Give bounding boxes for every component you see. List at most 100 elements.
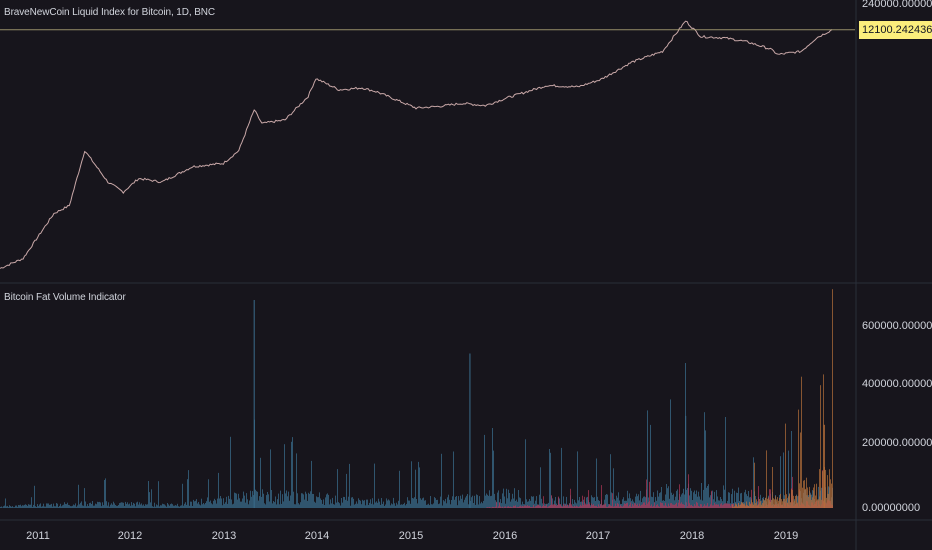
volume-bar <box>331 503 332 508</box>
volume-bar <box>278 493 279 508</box>
volume-bar <box>387 500 388 508</box>
volume-bar <box>521 506 522 508</box>
volume-bar <box>540 467 541 508</box>
volume-bar <box>629 504 630 508</box>
volume-bar <box>621 506 622 508</box>
volume-bar <box>286 490 287 508</box>
volume-bar <box>766 450 767 508</box>
volume-bar <box>71 506 72 508</box>
volume-bar <box>66 504 67 508</box>
volume-bar <box>750 504 751 508</box>
volume-bar <box>714 502 715 508</box>
volume-bar <box>779 497 780 508</box>
volume-bar <box>514 506 515 508</box>
volume-bar <box>775 496 776 508</box>
volume-bar <box>140 504 141 508</box>
volume-bar <box>160 505 161 508</box>
volume-bar <box>358 498 359 508</box>
volume-bar <box>728 492 729 508</box>
volume-bar <box>138 504 139 508</box>
volume-bar <box>612 493 613 508</box>
volume-bar <box>398 500 399 508</box>
volume-bar <box>256 491 257 508</box>
volume-bar <box>713 499 714 508</box>
volume-bar <box>75 503 76 508</box>
volume-bar <box>607 494 608 508</box>
volume-bar <box>329 504 330 508</box>
volume-bar <box>116 505 117 508</box>
volume-bar <box>673 504 674 508</box>
volume-bar <box>624 503 625 508</box>
volume-bar <box>744 503 745 508</box>
volume-bar <box>251 496 252 508</box>
volume-bar <box>581 501 582 508</box>
volume-bar <box>508 489 509 508</box>
volume-bar <box>465 497 466 508</box>
volume-bar <box>636 493 637 508</box>
volume-bar <box>161 505 162 508</box>
volume-bar <box>552 504 553 508</box>
volume-bar <box>73 504 74 508</box>
volume-bar <box>451 500 452 508</box>
volume-bar <box>533 496 534 508</box>
volume-bar <box>320 498 321 508</box>
volume-bar <box>571 504 572 508</box>
volume-bar <box>738 503 739 508</box>
volume-bar <box>531 496 532 508</box>
volume-bar <box>39 504 40 508</box>
volume-bar <box>88 506 89 508</box>
volume-bar <box>724 489 725 508</box>
volume-bar <box>506 488 507 508</box>
volume-bar <box>740 504 741 508</box>
volume-bar <box>592 505 593 508</box>
volume-bar <box>788 450 789 508</box>
volume-bar <box>275 496 276 508</box>
volume-bar <box>111 503 112 508</box>
volume-bar <box>565 504 566 508</box>
volume-bar <box>121 502 122 508</box>
volume-bar <box>581 505 582 508</box>
volume-bar <box>117 505 118 508</box>
volume-bar <box>534 503 535 508</box>
volume-bar <box>264 503 265 508</box>
volume-bar <box>605 495 606 508</box>
volume-bar <box>541 498 542 508</box>
volume-bar <box>747 505 748 508</box>
volume-bar <box>200 505 201 508</box>
volume-bar <box>486 493 487 508</box>
volume-bar <box>507 506 508 508</box>
volume-bar <box>522 501 523 508</box>
volume-bar <box>17 506 18 508</box>
volume-bar <box>41 506 42 508</box>
volume-bar <box>564 503 565 508</box>
volume-bar <box>259 496 260 508</box>
volume-bar <box>12 506 13 508</box>
volume-bar <box>79 504 80 508</box>
volume-bar <box>206 501 207 508</box>
volume-bar <box>793 495 794 508</box>
volume-bar <box>647 410 648 508</box>
volume-bar <box>654 502 655 508</box>
volume-bar <box>633 505 634 508</box>
volume-bar <box>758 504 759 508</box>
price-series-line <box>0 20 833 269</box>
volume-bar <box>714 491 715 508</box>
volume-bar <box>317 497 318 508</box>
volume-bar <box>503 488 504 508</box>
volume-bar <box>439 503 440 508</box>
volume-bar <box>23 505 24 508</box>
volume-bar <box>222 505 223 508</box>
volume-bar <box>614 506 615 508</box>
volume-bar <box>493 507 494 508</box>
volume-bar <box>803 480 804 508</box>
volume-bar <box>610 454 611 508</box>
volume-bar <box>763 499 764 508</box>
volume-bar <box>442 505 443 508</box>
volume-bar <box>658 496 659 508</box>
volume-bar <box>684 504 685 508</box>
volume-bar <box>523 506 524 508</box>
volume-bar <box>427 504 428 508</box>
volume-bar <box>7 505 8 508</box>
volume-bar <box>112 504 113 508</box>
